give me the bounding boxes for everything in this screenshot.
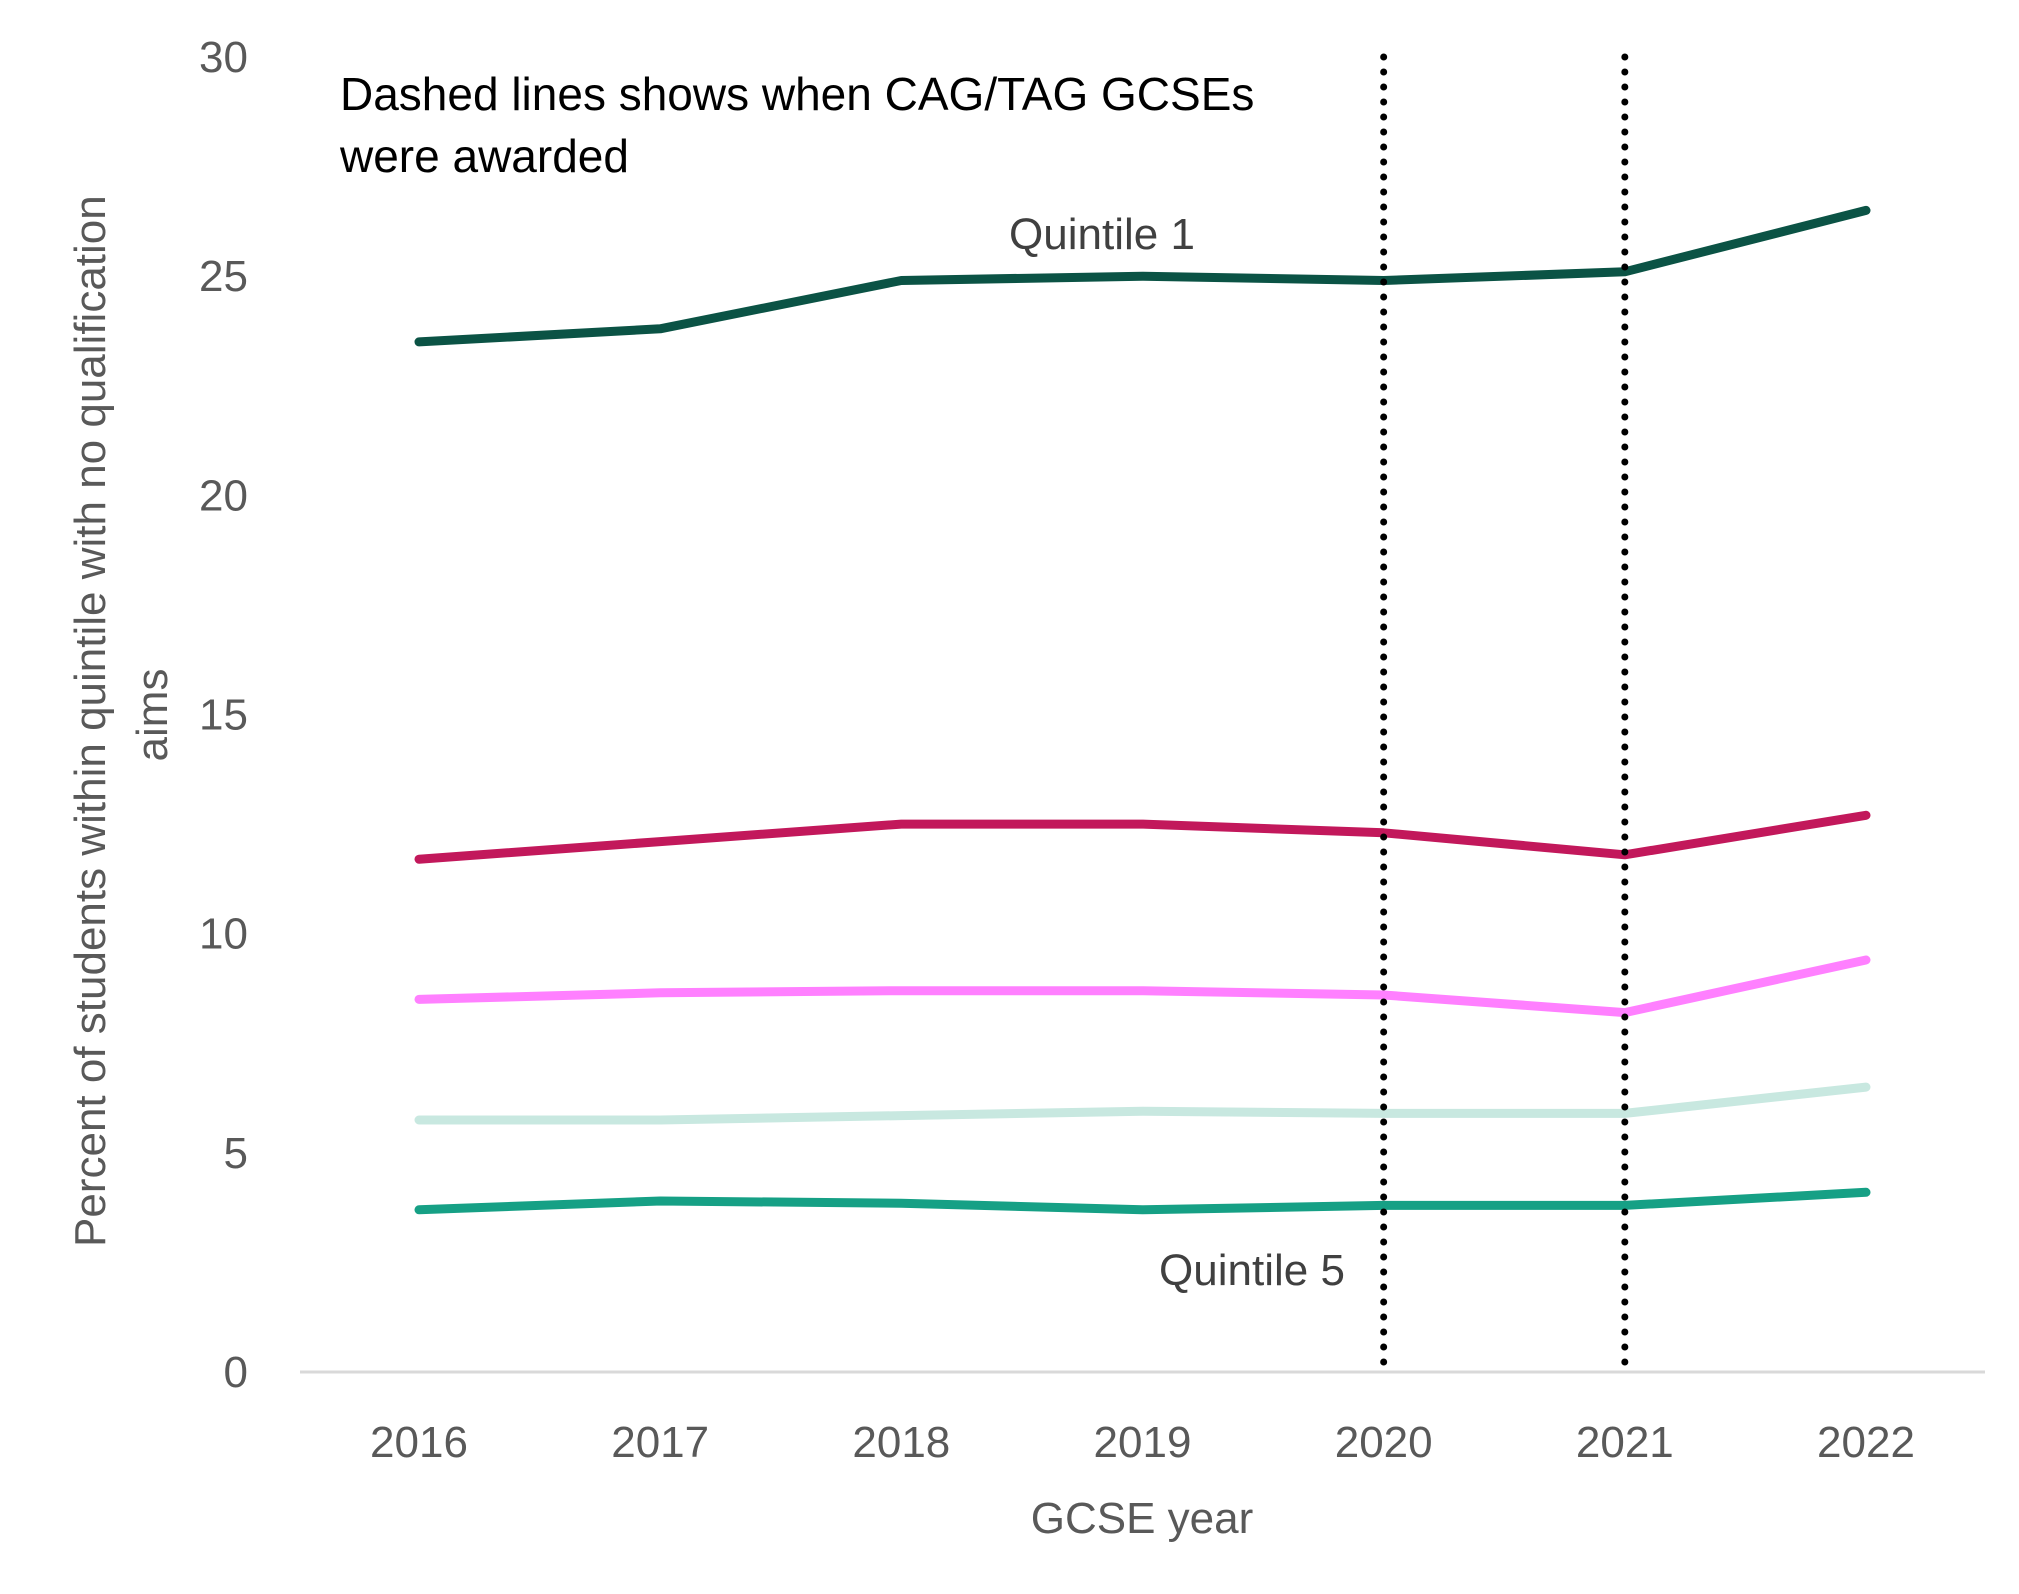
- series-label-quintile-1: Quintile 1: [1009, 210, 1195, 259]
- annotation-cag-tag-line-1: Dashed lines shows when CAG/TAG GCSEs: [340, 68, 1254, 120]
- x-tick-label: 2022: [1817, 1418, 1915, 1467]
- series-lines: [414, 205, 1871, 1215]
- x-axis-title: GCSE year: [1031, 1494, 1254, 1543]
- y-tick-label: 20: [199, 471, 248, 520]
- y-tick-label: 0: [224, 1348, 248, 1397]
- series-line-1: [414, 205, 1871, 347]
- x-tick-label: 2019: [1094, 1418, 1192, 1467]
- x-tick-label: 2017: [611, 1418, 709, 1467]
- y-axis-ticks: 0 5 10 15 20 25 30: [199, 33, 248, 1397]
- reference-lines: [1380, 53, 1629, 1376]
- y-tick-label: 10: [199, 910, 248, 959]
- series-line-4: [414, 1082, 1871, 1125]
- series-line-2: [414, 810, 1871, 864]
- x-tick-label: 2020: [1335, 1418, 1433, 1467]
- x-tick-label: 2018: [852, 1418, 950, 1467]
- series-line-5: [414, 1187, 1871, 1215]
- series-line-3: [414, 955, 1871, 1018]
- y-tick-label: 30: [199, 33, 248, 82]
- x-tick-label: 2021: [1576, 1418, 1674, 1467]
- y-tick-label: 5: [224, 1129, 248, 1178]
- y-axis-title: Percent of students within quintile with…: [66, 183, 177, 1247]
- y-axis-title-line-2: aims: [128, 669, 177, 762]
- annotation-cag-tag-line-2: were awarded: [339, 130, 629, 182]
- y-tick-label: 15: [199, 691, 248, 740]
- x-axis-ticks: 2016 2017 2018 2019 2020 2021 2022: [370, 1418, 1915, 1467]
- y-axis-title-line-1: Percent of students within quintile with…: [66, 195, 115, 1247]
- series-label-quintile-5: Quintile 5: [1159, 1246, 1345, 1295]
- y-tick-label: 25: [199, 252, 248, 301]
- x-tick-label: 2016: [370, 1418, 468, 1467]
